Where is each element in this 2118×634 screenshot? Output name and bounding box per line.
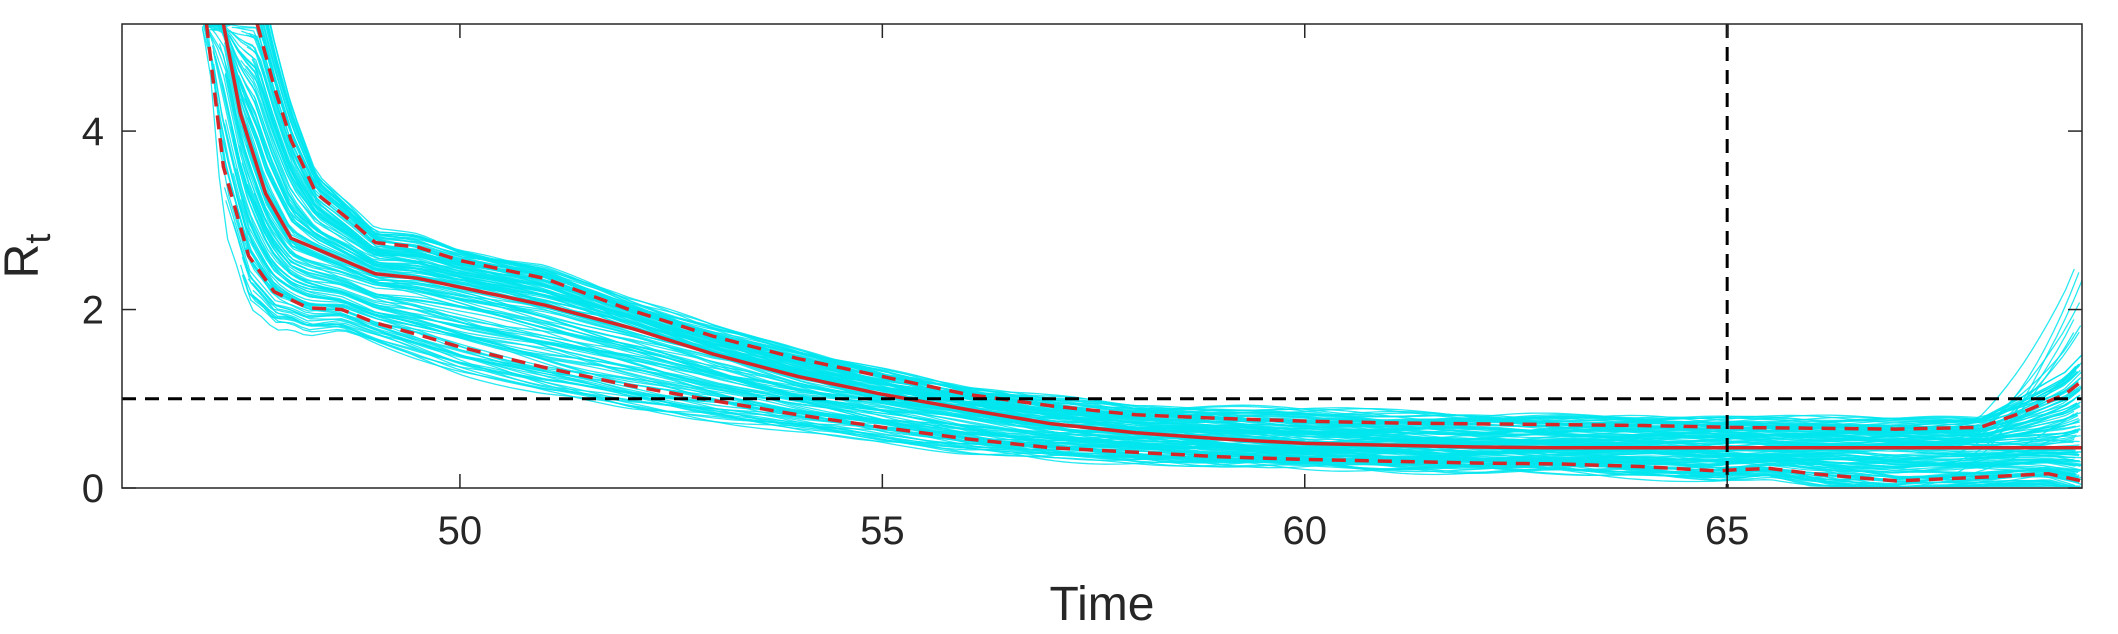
ensemble-trajectory: [246, 46, 2081, 440]
x-tick-label: 65: [1705, 509, 1750, 553]
ensemble-trajectory: [267, 24, 2082, 424]
x-axis-title: Time: [1050, 578, 1155, 631]
y-axis-title-main: R: [0, 244, 49, 279]
y-tick-label: 4: [82, 110, 104, 154]
x-tick-label: 55: [860, 509, 905, 553]
x-tick-label: 60: [1283, 509, 1328, 553]
series-layer: [204, 24, 2082, 483]
ensemble-trajectory: [219, 24, 2077, 451]
ensemble-trajectory: [211, 45, 2080, 467]
y-axis-title-subscript: t: [17, 234, 58, 244]
reference-lines: [122, 24, 2082, 488]
ensemble-trajectory: [267, 24, 2077, 425]
ensemble-trajectory: [269, 24, 2082, 426]
median-line: [221, 24, 2082, 450]
axis-ticks: 50 55 60 65 0 2 4: [82, 24, 2082, 553]
plot-frame: [121, 23, 2083, 489]
ensemble-trajectory: [232, 221, 2075, 487]
ensemble-trajectory: [223, 42, 2075, 456]
lower-bound-line: [204, 24, 2082, 483]
upper-bound-line: [255, 24, 2082, 431]
y-axis-title: Rt: [0, 234, 58, 279]
ensemble-trajectory: [269, 24, 2082, 424]
ensemble-trajectory: [209, 24, 2078, 445]
ensemble-trajectory: [235, 194, 2078, 478]
y-tick-label: 2: [82, 289, 104, 333]
y-tick-label: 0: [82, 467, 104, 511]
x-tick-label: 50: [438, 509, 483, 553]
ensemble-trajectory: [203, 24, 2080, 424]
